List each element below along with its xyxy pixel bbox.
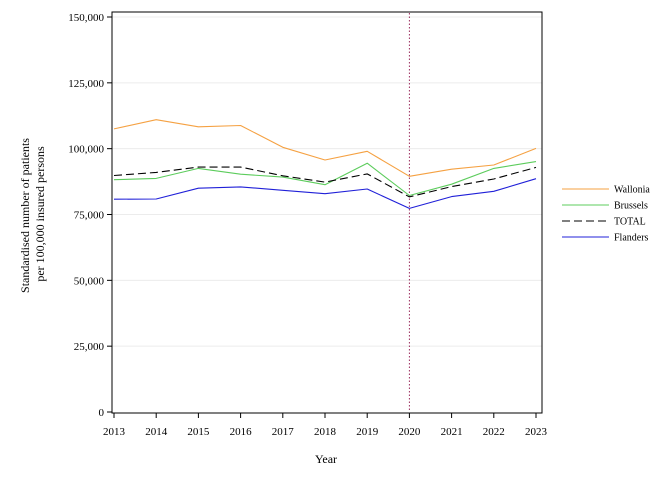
grid-lines [112, 16, 542, 347]
legend-label-wallonia: Wallonia [614, 185, 650, 196]
legend: Wallonia Brussels TOTAL Flanders [562, 185, 650, 244]
x-tick-label: 2022 [483, 426, 505, 438]
x-tick-label: 2014 [145, 426, 168, 438]
y-tick-label: 75,000 [74, 210, 105, 222]
x-tick-label: 2016 [230, 426, 253, 438]
y-axis-title-line-1: Standardised number of patients [18, 138, 32, 293]
y-tick-label: 150,000 [68, 12, 104, 24]
x-tick-label: 2015 [187, 426, 210, 438]
x-tick-label: 2023 [525, 426, 548, 438]
y-tick-label: 125,000 [68, 78, 104, 90]
y-tick-label: 50,000 [74, 275, 105, 287]
y-axis-title-line-2: per 100,000 insured persons [33, 146, 47, 282]
x-tick-label: 2021 [441, 426, 463, 438]
y-axis-title: Standardised number of patients per 100,… [18, 135, 47, 293]
x-tick-label: 2020 [398, 426, 421, 438]
y-tick-label: 100,000 [68, 144, 104, 156]
series-line-total [113, 166, 537, 198]
plot-frame [111, 11, 543, 414]
series-line-wallonia [113, 119, 537, 177]
series-line-flanders [113, 178, 537, 209]
x-tick-label: 2018 [314, 426, 337, 438]
y-tick-label: 0 [99, 407, 105, 419]
legend-label-total: TOTAL [614, 217, 646, 228]
y-tick-label: 25,000 [74, 341, 105, 353]
x-tick-label: 2013 [103, 426, 126, 438]
series-line-brussels [113, 161, 537, 197]
x-axis: 2013 2014 2015 2016 2017 2018 2019 2020 2021 2022… [103, 413, 548, 438]
legend-label-flanders: Flanders [614, 233, 649, 244]
x-tick-label: 2019 [356, 426, 379, 438]
y-axis: 0 25,000 50,000 75,000 100,000 125,000 150,000 [68, 12, 112, 419]
legend-label-brussels: Brussels [614, 201, 648, 212]
series-group [113, 119, 537, 209]
x-tick-label: 2017 [272, 426, 295, 438]
x-axis-title: Year [315, 452, 337, 466]
